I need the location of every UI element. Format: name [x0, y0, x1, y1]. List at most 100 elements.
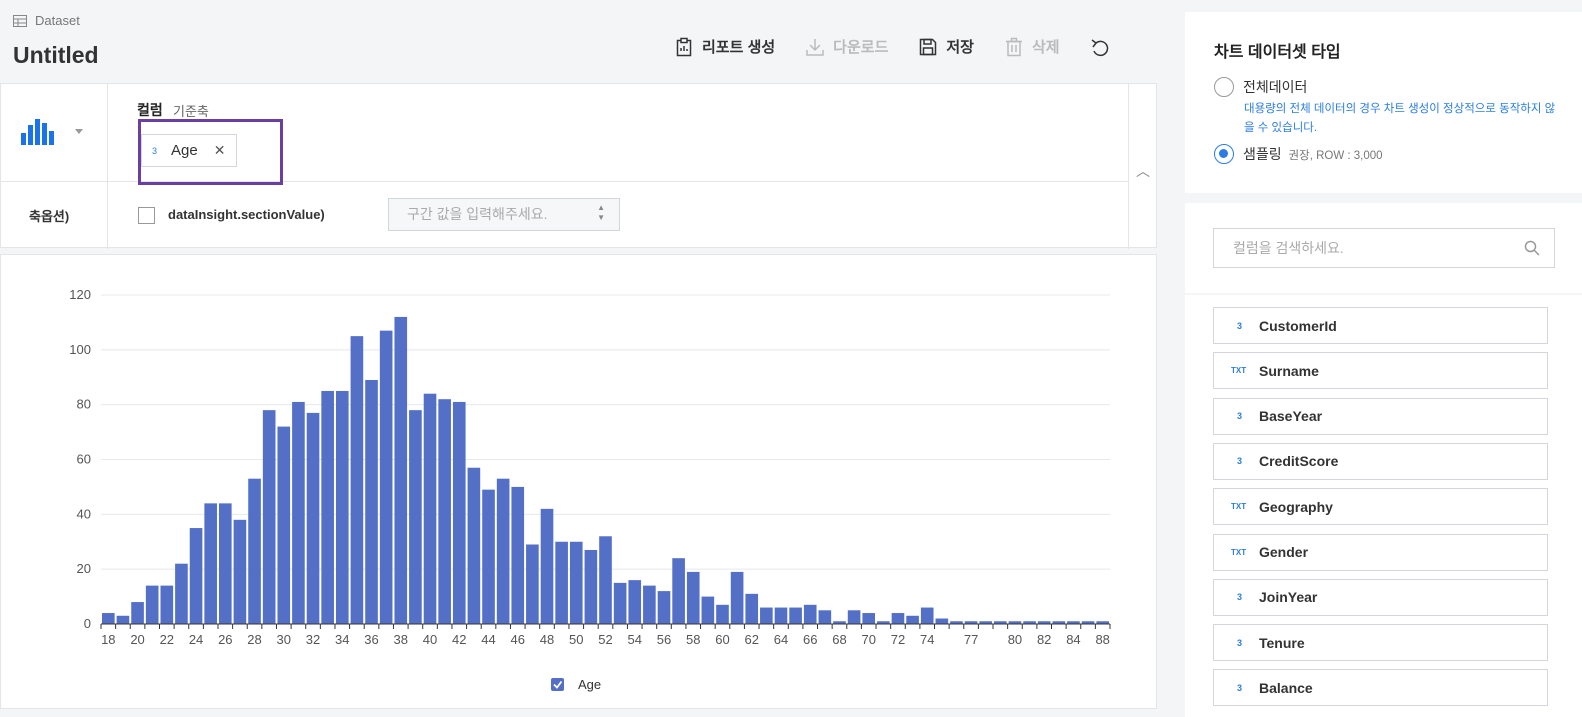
column-list-item[interactable]: 3 Balance	[1213, 669, 1548, 707]
histogram-bar[interactable]	[233, 519, 247, 624]
histogram-bar[interactable]	[891, 613, 905, 624]
stepper-arrows-icon[interactable]: ▲ ▼	[597, 203, 605, 222]
axis-option-label: 축옵션)	[29, 209, 70, 224]
histogram-bar[interactable]	[745, 593, 759, 624]
column-list-item[interactable]: TXT Surname	[1213, 352, 1548, 390]
histogram-bar[interactable]	[1008, 621, 1022, 624]
legend-checkbox-icon[interactable]	[551, 678, 564, 691]
remove-chip-icon[interactable]: ✕	[213, 142, 226, 158]
histogram-bar[interactable]	[935, 618, 949, 624]
histogram-bar[interactable]	[321, 390, 334, 624]
delete-button[interactable]: 삭제	[1004, 36, 1060, 57]
column-list-item[interactable]: 3 CustomerId	[1213, 307, 1548, 344]
histogram-bar[interactable]	[950, 621, 963, 624]
chart-type-dropdown-icon[interactable]	[75, 129, 83, 134]
histogram-bar[interactable]	[218, 503, 232, 624]
histogram-bar[interactable]	[248, 478, 261, 624]
histogram-bar[interactable]	[877, 621, 890, 624]
histogram-bar[interactable]	[145, 585, 159, 624]
histogram-bar[interactable]	[555, 541, 568, 624]
histogram-bar[interactable]	[379, 330, 393, 624]
histogram-bar[interactable]	[643, 585, 656, 624]
histogram-bar[interactable]	[1096, 621, 1109, 624]
column-list-item[interactable]: TXT Gender	[1213, 533, 1548, 571]
histogram-bar[interactable]	[482, 489, 495, 624]
download-button[interactable]: 다운로드	[805, 36, 888, 57]
histogram-bar[interactable]	[277, 426, 291, 624]
section-checkbox[interactable]	[138, 207, 155, 224]
numeric-type-icon: 3	[1237, 320, 1243, 331]
collapse-chevron-icon[interactable]: ︿	[1136, 163, 1150, 179]
histogram-bar[interactable]	[394, 316, 408, 624]
histogram-bar[interactable]	[686, 571, 700, 624]
histogram-bar[interactable]	[701, 596, 715, 624]
histogram-bar[interactable]	[1023, 621, 1036, 624]
histogram-bar[interactable]	[160, 585, 174, 624]
histogram-bar[interactable]	[599, 536, 612, 624]
histogram-bar[interactable]	[789, 607, 802, 624]
histogram-bar[interactable]	[526, 544, 539, 624]
histogram-bar[interactable]	[262, 410, 276, 624]
histogram-bar[interactable]	[1067, 621, 1080, 624]
radio-sampling[interactable]	[1214, 144, 1234, 164]
histogram-bar[interactable]	[657, 591, 671, 624]
histogram-bar[interactable]	[803, 604, 817, 624]
histogram-bar[interactable]	[716, 604, 729, 624]
histogram-bar[interactable]	[452, 401, 466, 624]
histogram-bar[interactable]	[906, 615, 919, 624]
histogram-bar[interactable]	[306, 412, 320, 624]
column-list-item[interactable]: 3 Tenure	[1213, 624, 1548, 662]
section-value-input[interactable]: 구간 값을 입력해주세요. ▲ ▼	[388, 198, 620, 231]
histogram-bar[interactable]	[409, 410, 422, 624]
histogram-bar[interactable]	[335, 390, 349, 624]
histogram-bar[interactable]	[672, 558, 685, 624]
histogram-bar[interactable]	[438, 399, 451, 624]
column-list-item[interactable]: 3 CreditScore	[1213, 442, 1548, 480]
histogram-bar[interactable]	[467, 467, 481, 624]
histogram-bar[interactable]	[350, 336, 364, 624]
page-title[interactable]: Untitled	[13, 42, 99, 68]
selected-column-chip[interactable]: 3 Age ✕	[141, 134, 237, 167]
histogram-bar[interactable]	[847, 610, 861, 624]
histogram-bar[interactable]	[1037, 621, 1051, 624]
histogram-bar[interactable]	[628, 580, 642, 624]
column-list-item[interactable]: TXT Geography	[1213, 488, 1548, 526]
histogram-bar[interactable]	[423, 393, 437, 624]
histogram-bar[interactable]	[584, 549, 598, 624]
histogram-bar[interactable]	[204, 503, 217, 624]
histogram-bar[interactable]	[730, 571, 744, 624]
column-list-item[interactable]: 3 BaseYear	[1213, 397, 1548, 435]
column-search-input[interactable]: 컬럼을 검색하세요.	[1213, 228, 1555, 268]
histogram-bar[interactable]	[1052, 621, 1066, 624]
histogram-bar[interactable]	[1081, 621, 1095, 624]
histogram-bar[interactable]	[920, 607, 934, 624]
histogram-bar[interactable]	[292, 401, 305, 624]
histogram-bar[interactable]	[569, 541, 583, 624]
undo-button[interactable]	[1090, 37, 1110, 57]
histogram-bar[interactable]	[964, 621, 978, 624]
histogram-bar[interactable]	[511, 486, 525, 624]
histogram-bar[interactable]	[833, 621, 846, 624]
radio-full-data[interactable]	[1214, 77, 1234, 97]
histogram-bar[interactable]	[189, 528, 203, 624]
histogram-bar[interactable]	[862, 613, 876, 624]
legend[interactable]: Age	[551, 677, 601, 692]
bar-chart-type-icon[interactable]	[21, 117, 55, 145]
save-button[interactable]: 저장	[918, 36, 974, 57]
histogram-bar[interactable]	[175, 563, 188, 624]
histogram-bar[interactable]	[496, 478, 510, 624]
histogram-bar[interactable]	[613, 582, 627, 624]
histogram-bar[interactable]	[365, 379, 378, 624]
histogram-bar[interactable]	[979, 621, 993, 624]
histogram-bar[interactable]	[116, 615, 130, 624]
search-icon[interactable]	[1524, 240, 1540, 256]
column-list-item[interactable]: 3 JoinYear	[1213, 578, 1548, 616]
histogram-bar[interactable]	[102, 613, 115, 624]
histogram-bar[interactable]	[760, 607, 773, 624]
histogram-bar[interactable]	[818, 610, 832, 624]
histogram-bar[interactable]	[540, 508, 554, 624]
report-button[interactable]: 리포트 생성	[674, 36, 775, 57]
histogram-bar[interactable]	[774, 607, 788, 624]
histogram-bar[interactable]	[994, 621, 1007, 624]
histogram-bar[interactable]	[131, 602, 144, 624]
